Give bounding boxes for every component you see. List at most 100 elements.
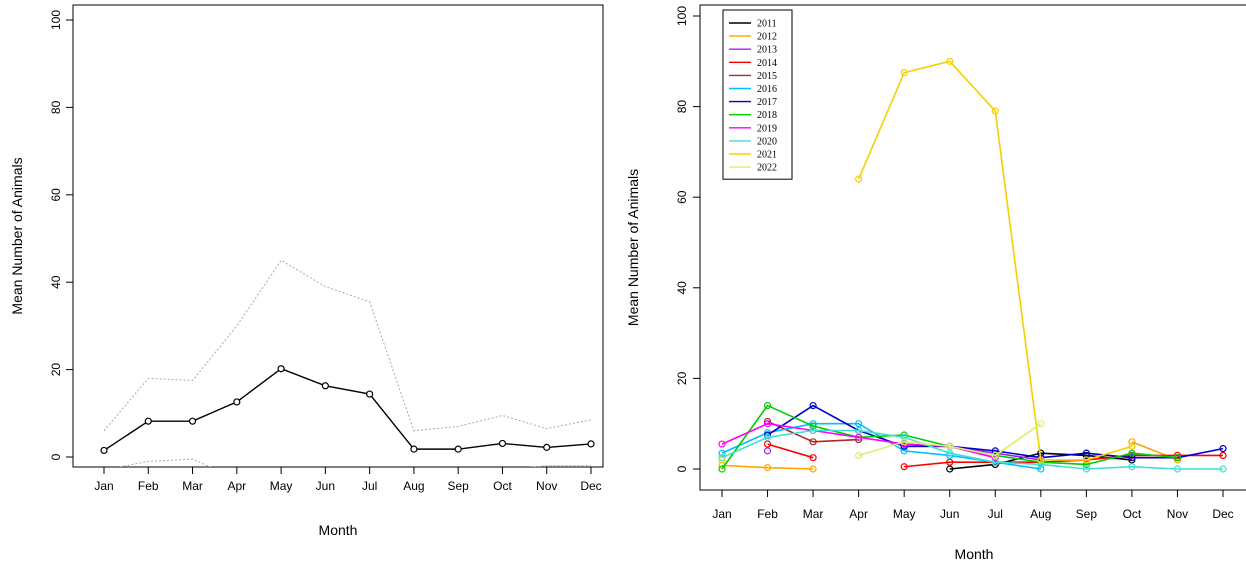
series-2021-line: [857, 60, 1133, 461]
data-point: [410, 445, 418, 453]
x-tick-label: Feb: [138, 479, 159, 493]
data-point: [809, 401, 817, 410]
data-point: [900, 433, 908, 441]
x-tick-label: Aug: [1030, 507, 1051, 521]
data-point: [1037, 460, 1045, 469]
data-point: [809, 465, 817, 473]
data-point: [991, 458, 999, 466]
data-point: [809, 426, 817, 435]
data-point: [855, 451, 863, 460]
data-point: [991, 107, 999, 115]
series-2011: [946, 449, 1136, 473]
x-tick-label: Jun: [316, 479, 335, 493]
plot-frame: [72, 4, 604, 468]
x-tick-label: Nov: [536, 479, 557, 493]
y-tick-label: 0: [49, 453, 63, 460]
data-point: [1128, 438, 1136, 446]
legend-label: 2020: [757, 136, 777, 147]
legend-label: 2018: [757, 110, 777, 121]
mean-chart-panel: 0 20 40 60 80 100 Jan Feb Mar Apr May Jun Jul Aug Sep O…: [9, 4, 604, 538]
data-point: [1037, 465, 1045, 473]
data-point: [809, 422, 817, 430]
legend-label: 2016: [757, 84, 777, 95]
data-point: [188, 417, 197, 425]
x-tick-label: Feb: [757, 507, 778, 521]
series-2012-line: [721, 464, 814, 470]
x-tick-label: Sep: [1076, 507, 1098, 521]
data-point: [809, 454, 817, 462]
series-2014-line: [767, 443, 814, 459]
data-point: [1219, 445, 1227, 453]
data-point: [946, 465, 954, 473]
x-tick-label: Oct: [493, 479, 512, 493]
legend-label: 2021: [757, 150, 777, 161]
data-point: [1128, 454, 1136, 462]
data-point: [946, 449, 954, 457]
data-point: [1037, 456, 1045, 464]
series-2014-line: [904, 454, 1223, 468]
data-point: [144, 417, 152, 425]
legend-label: 2019: [757, 123, 777, 134]
data-point: [946, 442, 954, 450]
series-upper: [103, 259, 592, 432]
yearly-chart-panel: 0 20 40 60 80 100 Jan Feb Mar Apr May Jun Jul Aug Sep O…: [623, 0, 1246, 567]
data-point: [718, 449, 726, 457]
data-point: [587, 440, 595, 448]
data-point: [763, 433, 772, 441]
y-tick-label: 60: [675, 190, 689, 204]
x-tick-label: Jul: [988, 507, 1003, 521]
y-tick-label: 80: [49, 100, 63, 114]
legend-label: 2015: [757, 71, 777, 82]
y-axis-title: Mean Number of Animals: [625, 169, 641, 326]
data-point: [855, 426, 863, 435]
y-tick-label: 80: [675, 100, 689, 114]
data-point: [718, 454, 726, 462]
legend-label: 2017: [757, 97, 777, 108]
data-point: [900, 447, 908, 455]
data-point: [946, 458, 954, 466]
data-point: [855, 175, 863, 183]
x-axis-title: Month: [955, 546, 994, 562]
x-tick-label: Oct: [1123, 507, 1142, 521]
x-tick-label: Jan: [712, 507, 731, 521]
series-mean-line: [103, 367, 592, 452]
y-tick-label: 0: [675, 465, 689, 472]
series-2022-line: [858, 423, 1042, 457]
data-point: [900, 438, 908, 446]
series-upper-line: [103, 259, 592, 432]
data-point: [1219, 465, 1227, 473]
x-tick-label: Aug: [403, 479, 424, 493]
legend: 2011 2012 2013 2014 2015 2016 2017 2018 2019 2020…: [722, 9, 793, 180]
y-tick-label: 100: [675, 6, 689, 26]
data-point: [763, 420, 772, 428]
series-2021: [718, 57, 1136, 464]
x-tick-label: Apr: [227, 479, 246, 493]
series-mean: [100, 365, 595, 455]
data-point: [718, 465, 726, 473]
data-point: [1082, 449, 1090, 457]
data-point: [900, 463, 908, 471]
y-axis-title: Mean Number of Animals: [9, 157, 25, 314]
data-point: [498, 439, 507, 448]
y-tick-label: 20: [49, 363, 63, 377]
data-point: [1173, 465, 1182, 473]
data-point: [543, 443, 551, 451]
yearly-chart: 0 20 40 60 80 100 Jan Feb Mar Apr May Jun Jul Aug Sep O…: [625, 4, 1246, 562]
data-point: [763, 440, 772, 448]
data-point: [763, 401, 772, 410]
data-point: [763, 447, 772, 455]
x-tick-label: Jun: [940, 507, 959, 521]
data-point: [718, 456, 726, 464]
data-point: [946, 57, 954, 65]
x-tick-label: Mar: [803, 507, 824, 521]
series-2020: [718, 426, 1227, 473]
mean-chart: 0 20 40 60 80 100 Jan Feb Mar Apr May Jun Jul Aug Sep O…: [9, 4, 604, 538]
x-tick-label: Dec: [1212, 507, 1233, 521]
data-point: [1128, 463, 1136, 471]
legend-label: 2012: [757, 32, 777, 43]
x-tick-label: Sep: [448, 479, 470, 493]
data-point: [809, 438, 817, 446]
series-2015-line: [767, 420, 859, 443]
legend-label: 2022: [757, 163, 777, 174]
series-2017-line: [767, 404, 1224, 459]
